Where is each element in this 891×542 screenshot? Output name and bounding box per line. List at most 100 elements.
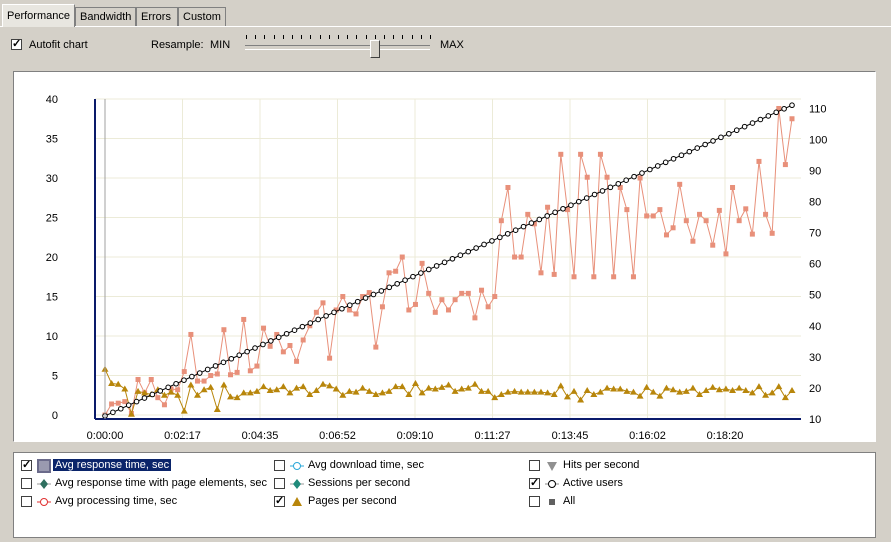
legend-checkbox[interactable] [274,478,285,489]
pages-per-second-point [385,387,393,394]
avg-response-time-point [749,231,755,237]
diamond-icon [37,479,51,489]
avg-response-time-point [597,151,603,157]
slider-tick [255,35,257,39]
active-users-point [354,298,361,305]
x-axis-tick-label: 0:04:35 [242,430,279,441]
right-axis-tick-label: 70 [809,228,821,240]
resample-slider-thumb[interactable] [370,40,380,58]
avg-response-time-point [122,399,128,405]
pages-per-second-point [570,387,578,394]
autofit-checkbox[interactable] [11,37,22,50]
tab-performance[interactable]: Performance [2,4,75,27]
active-users-point [196,370,203,376]
legend-checkbox[interactable] [21,478,32,489]
avg-response-time-point [208,373,214,379]
pattern-swatch-icon [37,459,51,473]
avg-response-time-point [426,290,432,296]
pages-per-second-point [293,384,301,391]
active-users-point [331,309,337,316]
active-users-point [465,248,472,255]
legend-panel: Avg response time, sec Avg response time … [13,452,876,538]
pages-per-second-point [563,393,571,400]
circle-icon [290,462,304,470]
tab-bandwidth[interactable]: Bandwidth [75,7,136,26]
legend-checkbox[interactable] [274,494,285,507]
left-axis-tick-label: 40 [46,94,58,106]
pages-per-second-point [299,383,307,390]
pages-per-second-point [530,388,538,395]
active-users-point [615,180,622,187]
x-axis-tick-label: 0:02:17 [164,430,201,441]
avg-response-time-point [670,225,676,231]
active-users-point [599,188,606,194]
active-users-point [678,152,685,159]
active-users-point [607,184,614,191]
legend-checkbox[interactable] [21,458,32,471]
active-users-point [425,266,432,273]
avg-response-time-point [624,207,630,213]
legend-checkbox[interactable] [274,460,285,471]
avg-response-time-point [360,294,366,300]
pages-per-second-point [193,391,201,398]
pages-per-second-point [445,381,452,388]
legend-checkbox[interactable] [529,460,540,471]
series-line-active-users [104,104,793,417]
legend-label: Hits per second [563,459,640,471]
active-users-point [568,202,574,209]
active-users-point [670,155,677,162]
slider-tick [402,35,404,39]
pages-per-second-point [207,383,215,390]
legend-checkbox[interactable] [21,496,32,507]
pages-per-second-point [227,393,235,400]
pages-per-second-point [484,387,492,394]
pages-per-second-point [781,394,789,401]
pages-per-second-point [378,389,386,396]
pages-per-second-point [108,379,116,386]
active-users-point [433,263,440,269]
slider-tick [292,35,293,39]
active-users-point [117,405,124,412]
pages-per-second-point [121,385,129,392]
slider-tick [411,35,413,39]
avg-response-time-point [518,254,524,260]
avg-response-time-point [267,343,273,349]
circle-icon [37,498,51,506]
avg-response-time-point [769,230,775,236]
active-users-point [362,295,369,301]
triangle-down-icon [547,462,557,471]
avg-response-time-point [241,316,247,322]
avg-response-time-point [201,378,207,384]
active-users-point [307,320,314,326]
active-users-point [489,238,495,244]
active-users-point [378,288,385,294]
pages-per-second-point [596,388,604,395]
pages-per-second-point [187,381,195,388]
pages-per-second-point [339,391,347,398]
active-users-point [291,327,298,333]
tab-errors[interactable]: Errors [136,7,178,26]
avg-response-time-point [109,401,115,407]
right-axis-tick-label: 100 [809,134,827,146]
slider-tick [365,35,367,39]
active-users-point [686,148,693,155]
pages-per-second-point [709,383,717,390]
active-users-point [504,230,511,237]
active-users-point [275,334,282,341]
active-users-point [133,398,140,405]
avg-response-time-point [617,184,623,190]
pages-per-second-point [458,385,466,392]
pages-per-second-point [715,386,723,393]
tab-custom[interactable]: Custom [178,7,226,26]
active-users-point [781,105,787,112]
avg-response-time-point [551,271,557,277]
active-users-point [757,116,764,123]
avg-response-time-point [505,184,511,190]
avg-response-time-point [782,162,788,168]
legend-checkbox[interactable] [529,496,540,507]
pages-per-second-point [220,381,228,388]
resample-slider-track[interactable] [245,45,430,50]
active-users-point [370,291,377,298]
pages-per-second-point [332,385,340,392]
legend-checkbox[interactable] [529,476,540,489]
